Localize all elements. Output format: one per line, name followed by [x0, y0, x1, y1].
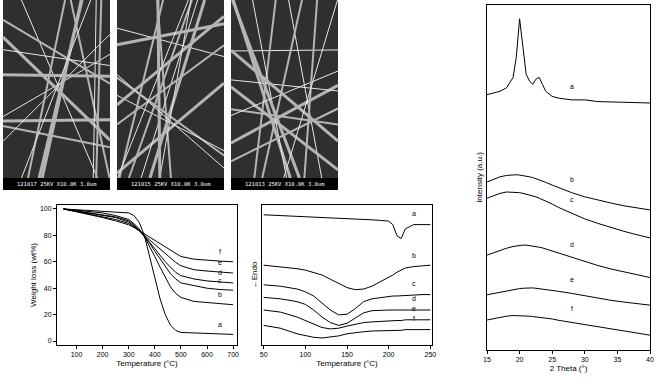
svg-text:150: 150: [341, 351, 353, 358]
svg-text:c: c: [412, 280, 416, 287]
svg-text:d: d: [218, 269, 222, 276]
svg-text:f: f: [219, 248, 221, 255]
svg-text:Weight loss (wt%): Weight loss (wt%): [29, 243, 38, 307]
svg-text:60: 60: [44, 258, 52, 265]
svg-text:←Endo: ←Endo: [250, 261, 259, 288]
svg-text:35: 35: [614, 356, 622, 363]
svg-text:15: 15: [483, 356, 491, 363]
svg-text:f: f: [413, 315, 415, 322]
svg-text:300: 300: [123, 351, 135, 358]
svg-text:100: 100: [71, 351, 83, 358]
svg-text:200: 200: [383, 351, 395, 358]
svg-text:c: c: [570, 196, 574, 203]
svg-text:500: 500: [175, 351, 187, 358]
svg-text:2 Theta (°): 2 Theta (°): [550, 364, 588, 373]
svg-text:400: 400: [149, 351, 161, 358]
svg-text:20: 20: [516, 356, 524, 363]
svg-text:40: 40: [646, 356, 654, 363]
svg-text:a: a: [570, 83, 574, 90]
svg-text:Temperature (°C): Temperature (°C): [116, 359, 178, 368]
svg-text:e: e: [412, 305, 416, 312]
svg-text:200: 200: [97, 351, 109, 358]
svg-text:121013 25KV X10.0K 3.0um: 121013 25KV X10.0K 3.0um: [245, 181, 325, 187]
svg-text:b: b: [218, 291, 222, 298]
svg-text:700: 700: [227, 351, 239, 358]
svg-text:121017 25KV X10.0K 3.0um: 121017 25KV X10.0K 3.0um: [17, 181, 97, 187]
svg-text:25: 25: [548, 356, 556, 363]
svg-text:b: b: [412, 252, 416, 259]
svg-text:a: a: [218, 321, 222, 328]
svg-text:40: 40: [44, 285, 52, 292]
svg-text:c: c: [218, 277, 222, 284]
svg-text:e: e: [570, 276, 574, 283]
svg-text:121015 25KV X10.0K 3.0um: 121015 25KV X10.0K 3.0um: [131, 181, 211, 187]
svg-text:e: e: [218, 259, 222, 266]
svg-text:Intensity (a.u.): Intensity (a.u.): [475, 152, 484, 203]
svg-text:100: 100: [299, 351, 311, 358]
svg-text:d: d: [570, 241, 574, 248]
svg-text:250: 250: [424, 351, 436, 358]
svg-text:0: 0: [48, 337, 52, 344]
svg-text:b: b: [570, 176, 574, 183]
svg-text:Temperature (°C): Temperature (°C): [316, 359, 378, 368]
svg-text:30: 30: [581, 356, 589, 363]
svg-text:100: 100: [40, 205, 52, 212]
svg-text:50: 50: [260, 351, 268, 358]
svg-text:d: d: [412, 295, 416, 302]
svg-text:600: 600: [201, 351, 213, 358]
svg-text:a: a: [412, 210, 416, 217]
svg-text:20: 20: [44, 311, 52, 318]
svg-text:80: 80: [44, 232, 52, 239]
svg-text:f: f: [571, 305, 573, 312]
